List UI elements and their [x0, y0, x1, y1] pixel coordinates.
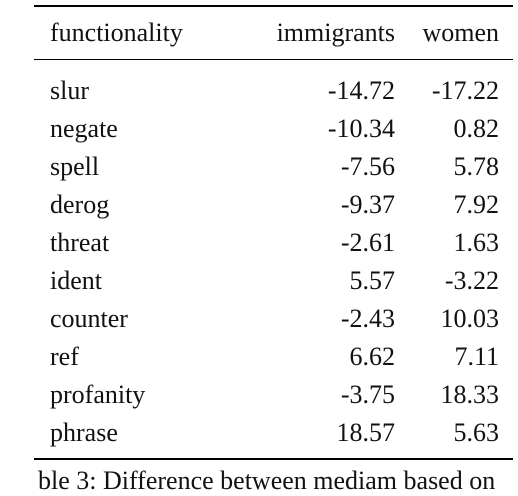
- cell-functionality: slur: [50, 76, 89, 105]
- cell-women: -3.22: [444, 266, 499, 295]
- cell-functionality: counter: [50, 304, 128, 333]
- table-row: negate -10.34 0.82: [34, 110, 513, 148]
- cell-immigrants: -14.72: [327, 76, 395, 105]
- cell-women: 0.82: [453, 114, 500, 143]
- header-functionality: functionality: [50, 18, 183, 47]
- table-row: spell -7.56 5.78: [34, 148, 513, 186]
- cell-women: 1.63: [453, 228, 500, 257]
- table-row: profanity -3.75 18.33: [34, 376, 513, 414]
- cell-women: 5.78: [453, 152, 500, 181]
- cell-functionality: phrase: [50, 418, 118, 447]
- table-row: slur -14.72 -17.22: [34, 60, 513, 111]
- cell-functionality: threat: [50, 228, 110, 257]
- cell-women: 5.63: [453, 418, 500, 447]
- cell-women: 7.11: [454, 342, 499, 371]
- results-table: functionality immigrants women slur -14.…: [34, 5, 513, 460]
- table-row: derog -9.37 7.92: [34, 186, 513, 224]
- cell-women: 18.33: [440, 380, 500, 409]
- table-caption: ble 3: Difference between mediam based o…: [38, 466, 496, 495]
- cell-immigrants: -9.37: [340, 190, 395, 219]
- cell-immigrants: 5.57: [349, 266, 396, 295]
- cell-immigrants: -2.43: [340, 304, 395, 333]
- table-row: threat -2.61 1.63: [34, 224, 513, 262]
- header-women: women: [422, 18, 499, 47]
- cell-functionality: ref: [50, 342, 79, 371]
- cell-functionality: profanity: [50, 380, 146, 409]
- cell-immigrants: 6.62: [349, 342, 396, 371]
- results-table-container: functionality immigrants women slur -14.…: [34, 5, 513, 460]
- cell-functionality: negate: [50, 114, 118, 143]
- table-row: ident 5.57 -3.22: [34, 262, 513, 300]
- cell-immigrants: -2.61: [340, 228, 395, 257]
- table-header-row: functionality immigrants women: [34, 6, 513, 60]
- cell-women: -17.22: [431, 76, 499, 105]
- cell-immigrants: -3.75: [340, 380, 395, 409]
- header-immigrants: immigrants: [276, 18, 395, 47]
- cell-immigrants: -7.56: [340, 152, 395, 181]
- table-row: ref 6.62 7.11: [34, 338, 513, 376]
- table-row: phrase 18.57 5.63: [34, 414, 513, 459]
- cell-functionality: ident: [50, 266, 102, 295]
- cell-women: 10.03: [440, 304, 500, 333]
- cell-immigrants: -10.34: [327, 114, 395, 143]
- cell-functionality: derog: [50, 190, 110, 219]
- cell-women: 7.92: [453, 190, 500, 219]
- cell-functionality: spell: [50, 152, 100, 181]
- table-row: counter -2.43 10.03: [34, 300, 513, 338]
- cell-immigrants: 18.57: [336, 418, 396, 447]
